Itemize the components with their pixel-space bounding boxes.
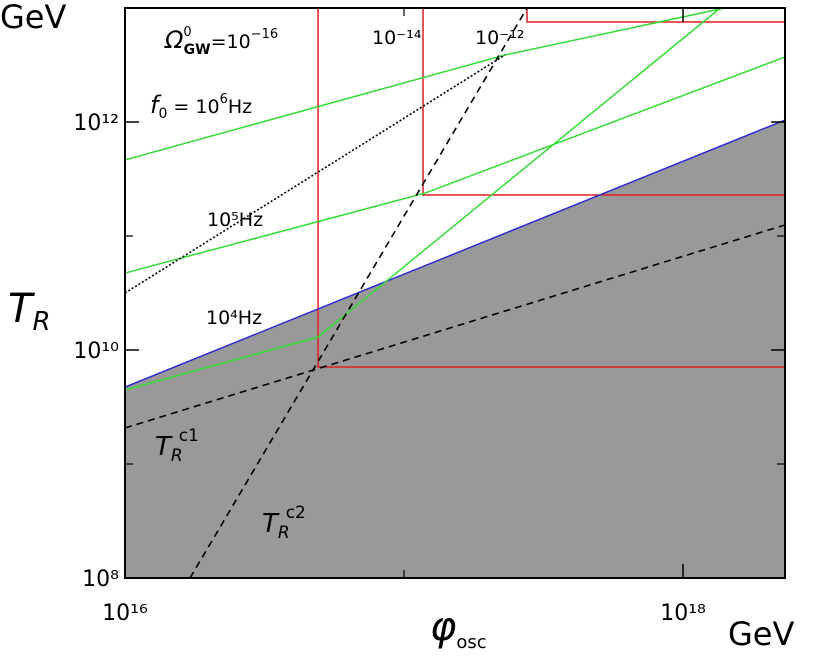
- f-unit: Hz: [228, 96, 252, 118]
- x-tick-label: 10¹⁶: [102, 601, 148, 626]
- curve: [189, 7, 528, 579]
- f-eq: = 10: [167, 96, 219, 118]
- tc1-sup: c1: [179, 426, 199, 446]
- curve: [124, 56, 786, 274]
- y-unit: GeV: [0, 0, 66, 36]
- ticks: 10⁸ 10¹⁰ 10¹² 10¹⁶ 10¹⁸: [73, 8, 785, 626]
- curve: [124, 119, 786, 388]
- omega-eq: =10: [211, 31, 251, 53]
- plot-frame: [124, 7, 786, 579]
- tc1-main: T: [155, 432, 173, 462]
- tc2-annotation: TRc2: [262, 503, 306, 543]
- frequency-annotation: f0 = 106Hz: [150, 91, 252, 122]
- region-boundary: [317, 8, 785, 368]
- tc2-main: T: [262, 509, 280, 539]
- curve: [124, 7, 721, 391]
- omega-sub: GW: [184, 42, 211, 58]
- region-boundary: [422, 8, 785, 196]
- plot-area: [124, 7, 786, 579]
- omega-sup: 0: [183, 25, 191, 40]
- y-tick-label: 10⁸: [82, 567, 119, 592]
- x-unit: GeV: [728, 615, 794, 653]
- tc1-annotation: TRc1: [155, 426, 199, 466]
- curve: [124, 54, 506, 294]
- omega-annotation: 10⁻¹²: [475, 27, 524, 49]
- tc2-sup: c2: [286, 503, 306, 523]
- omega-symbol: Ω: [164, 26, 184, 54]
- x-tick-label: 10¹⁸: [660, 601, 706, 626]
- x-axis-label: φosc: [430, 604, 487, 653]
- shaded-area: [125, 120, 785, 578]
- frequency-annotation: 10⁵Hz: [207, 209, 263, 231]
- y-axis-label: TR: [8, 286, 51, 337]
- tc2-sub: R: [278, 523, 290, 543]
- omega-annotation: Ω0 GW=10−16: [164, 25, 278, 58]
- omega-exp: −16: [251, 27, 278, 42]
- y-label-main: T: [8, 286, 36, 332]
- x-label-sub: osc: [456, 632, 486, 653]
- x-label-main: φ: [430, 604, 456, 650]
- y-label-sub: R: [32, 307, 50, 337]
- omega-annotation: 10⁻¹⁴: [372, 27, 422, 49]
- y-tick-label: 10¹²: [73, 111, 119, 136]
- y-tick-label: 10¹⁰: [73, 339, 119, 364]
- f-exp: 6: [220, 92, 228, 107]
- frequency-annotation: 10⁴Hz: [206, 307, 262, 329]
- region-boundary: [526, 8, 785, 23]
- tc1-sub: R: [171, 446, 183, 466]
- f-sub: 0: [158, 106, 167, 122]
